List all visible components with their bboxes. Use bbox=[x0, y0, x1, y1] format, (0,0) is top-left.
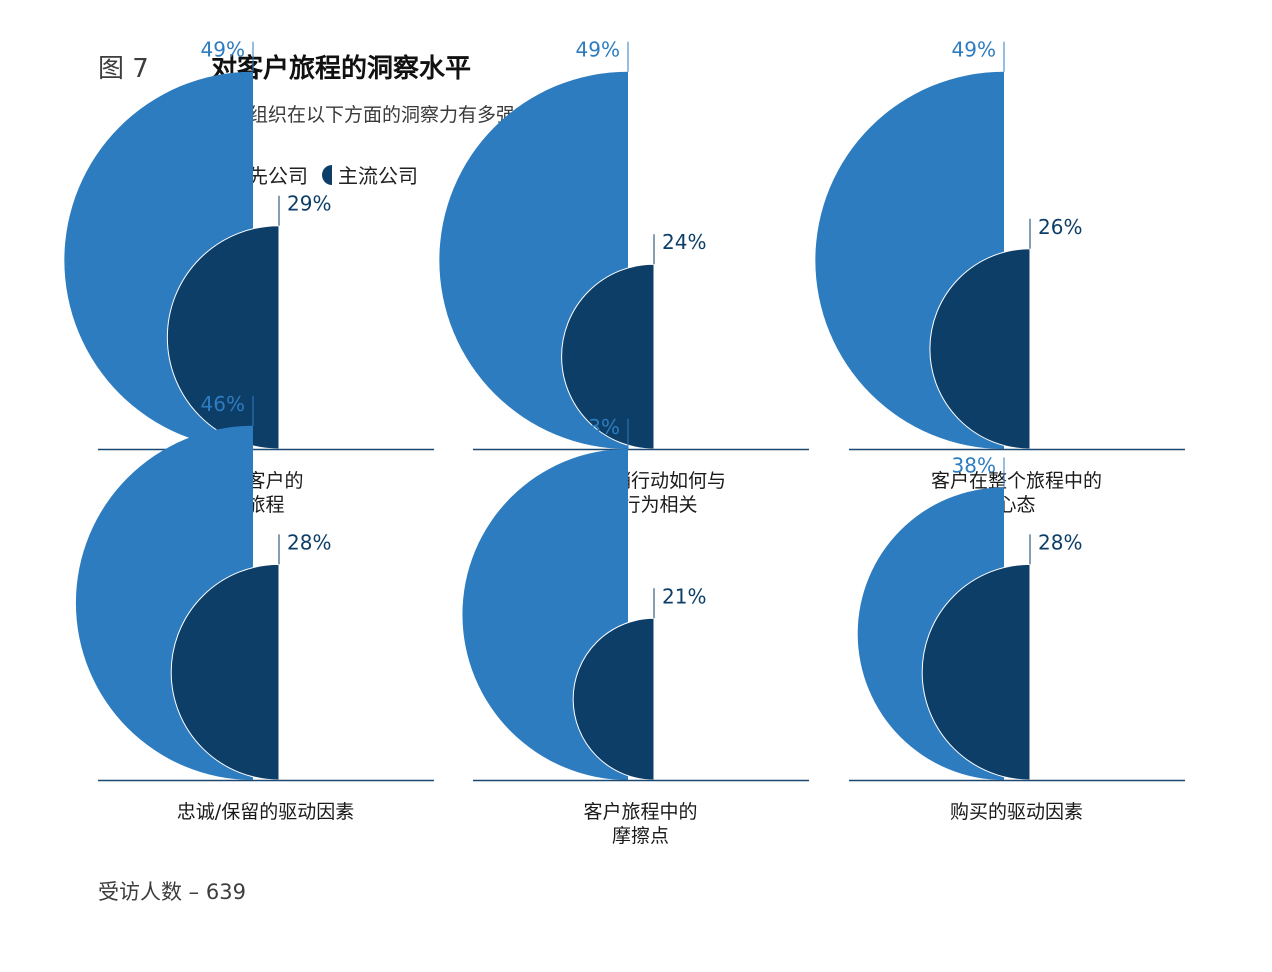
category-label: 客户在整个旅程中的心态 bbox=[931, 470, 1102, 516]
bar-mainstream bbox=[170, 563, 280, 781]
chart-panel: 38% 28% 购买的驱动因素 bbox=[849, 453, 1185, 823]
legend-swatch-mainstream bbox=[322, 164, 332, 185]
value-label-mainstream: 28% bbox=[287, 530, 331, 554]
figure-number: 图 7 bbox=[98, 54, 149, 84]
value-label-mainstream: 29% bbox=[287, 192, 331, 216]
chart-panel: 49%29%新客户的旅程 bbox=[64, 38, 434, 516]
value-label-mainstream: 26% bbox=[1038, 215, 1082, 239]
legend-item-mainstream: 主流公司 bbox=[318, 160, 418, 189]
category-label: 客户旅程中的摩擦点 bbox=[583, 801, 697, 847]
category-label-line: 摩擦点 bbox=[612, 825, 669, 847]
bar-mainstream bbox=[921, 563, 1031, 781]
chart-subtitle: 您的组织在以下方面的洞察力有多强? bbox=[211, 104, 526, 126]
value-label-leading: 49% bbox=[952, 38, 996, 62]
category-label-line: 客户在整个旅程中的 bbox=[931, 470, 1102, 492]
value-label-leading: 46% bbox=[201, 392, 245, 416]
bar-mainstream bbox=[929, 248, 1031, 450]
category-label-line: 忠诚/保留的驱动因素 bbox=[177, 801, 354, 823]
value-label-leading: 49% bbox=[576, 38, 620, 62]
value-label-mainstream: 24% bbox=[662, 230, 706, 254]
category-label-line: 心态 bbox=[997, 494, 1035, 516]
category-label-line: 旅程 bbox=[246, 494, 284, 516]
legend-label-mainstream: 主流公司 bbox=[338, 164, 418, 188]
chart-panel: 49% 26% 客户在整个旅程中的心态 bbox=[815, 38, 1185, 516]
chart-panel: 49%24%归因营销行动如何与客户行为相关 bbox=[439, 38, 809, 516]
category-label: 忠诚/保留的驱动因素 bbox=[177, 801, 354, 823]
category-label-line: 购买的驱动因素 bbox=[950, 801, 1083, 823]
category-label-line: 客户旅程中的 bbox=[583, 801, 697, 823]
value-label-mainstream: 28% bbox=[1038, 530, 1082, 554]
value-label-leading: 43% bbox=[576, 415, 620, 439]
bar-mainstream bbox=[572, 617, 655, 781]
value-label-leading: 38% bbox=[952, 453, 996, 477]
chart-title: 对客户旅程的洞察水平 bbox=[211, 54, 472, 84]
chart-panel: 46% 28% 忠诚/保留的驱动因素 bbox=[75, 392, 434, 823]
value-label-leading: 49% bbox=[201, 38, 245, 62]
value-label-mainstream: 21% bbox=[662, 584, 706, 608]
bar-mainstream bbox=[561, 263, 655, 450]
chart-panel: 43% 21% 客户旅程中的摩擦点 bbox=[462, 415, 809, 847]
category-label: 购买的驱动因素 bbox=[950, 801, 1083, 823]
respondents-note: 受访人数 – 639 bbox=[98, 880, 246, 904]
